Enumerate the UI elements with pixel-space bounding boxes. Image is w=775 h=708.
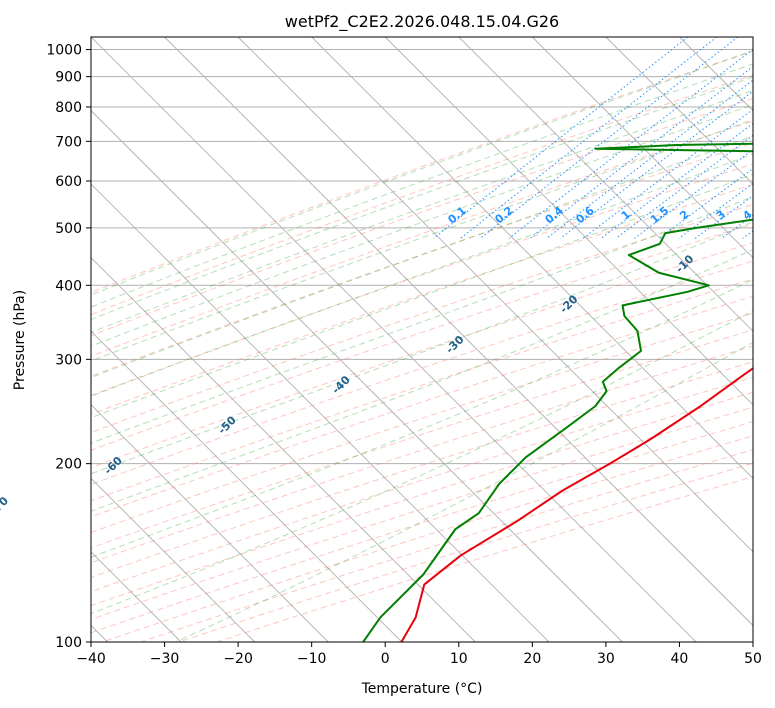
mixing-ratio-line	[460, 37, 718, 239]
isotherm-line	[91, 257, 476, 642]
moist-adiabat	[91, 76, 753, 321]
x-tick-label: −30	[150, 651, 180, 667]
moist-adiabat	[91, 173, 753, 419]
temperature-profile-line	[400, 367, 753, 642]
isotherm-line	[311, 37, 753, 479]
y-tick-label: 200	[55, 457, 82, 473]
y-tick-label: 300	[55, 352, 82, 368]
mixing-ratio-line	[508, 48, 753, 239]
plot-frame	[90, 36, 754, 643]
y-tick-label: 500	[55, 221, 82, 237]
y-tick-label: 700	[55, 134, 82, 150]
x-tick-label: 50	[744, 651, 762, 667]
x-tick-label: 0	[381, 651, 390, 667]
moist-adiabat	[91, 50, 753, 296]
moist-adiabat	[91, 310, 753, 615]
isotherm-line	[91, 404, 329, 642]
dewpoint-profile-line	[362, 142, 753, 642]
dry-adiabat	[91, 120, 753, 357]
y-tick-label: 600	[55, 174, 82, 190]
dry-adiabat	[91, 329, 753, 549]
isotherm-line	[91, 477, 255, 642]
x-tick-label: 40	[671, 651, 689, 667]
x-tick-label: 20	[523, 651, 541, 667]
dry-adiabat	[91, 74, 753, 316]
x-tick-label: −10	[297, 651, 327, 667]
moist-adiabat	[175, 341, 753, 642]
axes: −40 −30 −20 −10 0 10 20 30 40 50 100 200 300 400 500 60…	[46, 43, 762, 667]
moist-adiabat	[91, 196, 753, 444]
x-tick-label: −20	[223, 651, 253, 667]
profile-lines	[362, 142, 753, 642]
y-tick-label: 900	[55, 70, 82, 86]
moist-adiabat	[91, 153, 753, 397]
dry-adiabat	[91, 361, 753, 578]
x-tick-label: −40	[76, 651, 106, 667]
isotherm-line	[91, 37, 697, 642]
moist-adiabat	[91, 119, 753, 362]
y-tick-label: 1000	[46, 43, 82, 59]
isotherm-label: -70	[0, 494, 11, 517]
chart-title: wetPf2_C2E2.2026.048.15.04.G26	[285, 12, 559, 32]
dry-adiabat	[91, 50, 753, 294]
mixing-ratio-line	[658, 167, 753, 239]
isotherm-line	[384, 37, 753, 406]
y-tick-label: 100	[55, 635, 82, 651]
isotherm-line	[532, 37, 753, 259]
isotherm-line	[164, 37, 753, 627]
isotherm-line	[91, 109, 623, 642]
dry-adiabat	[91, 184, 753, 415]
dry-adiabat	[91, 278, 753, 502]
moist-adiabat	[91, 63, 753, 308]
moist-adiabat	[91, 278, 753, 558]
dry-adiabat	[91, 163, 753, 397]
dry-adiabat	[91, 142, 753, 377]
dry-adiabat	[91, 223, 753, 451]
dry-adiabat	[91, 97, 753, 337]
isotherm-line	[605, 37, 753, 185]
mixing-ratio-line	[479, 37, 739, 239]
dry-adiabat	[91, 242, 753, 469]
y-axis-label: Pressure (hPa)	[12, 290, 28, 390]
moist-adiabat	[91, 89, 753, 334]
mixing-ratio-line	[582, 108, 753, 239]
isotherm-line	[237, 37, 753, 553]
isotherm-line	[91, 330, 403, 642]
y-tick-label: 400	[55, 278, 82, 294]
x-tick-label: 10	[450, 651, 468, 667]
isotherm-line	[458, 37, 753, 332]
x-axis-label: Temperature (°C)	[361, 681, 483, 697]
dry-adiabat	[91, 376, 753, 593]
x-tick-label: 30	[597, 651, 615, 667]
y-tick-label: 800	[55, 100, 82, 116]
